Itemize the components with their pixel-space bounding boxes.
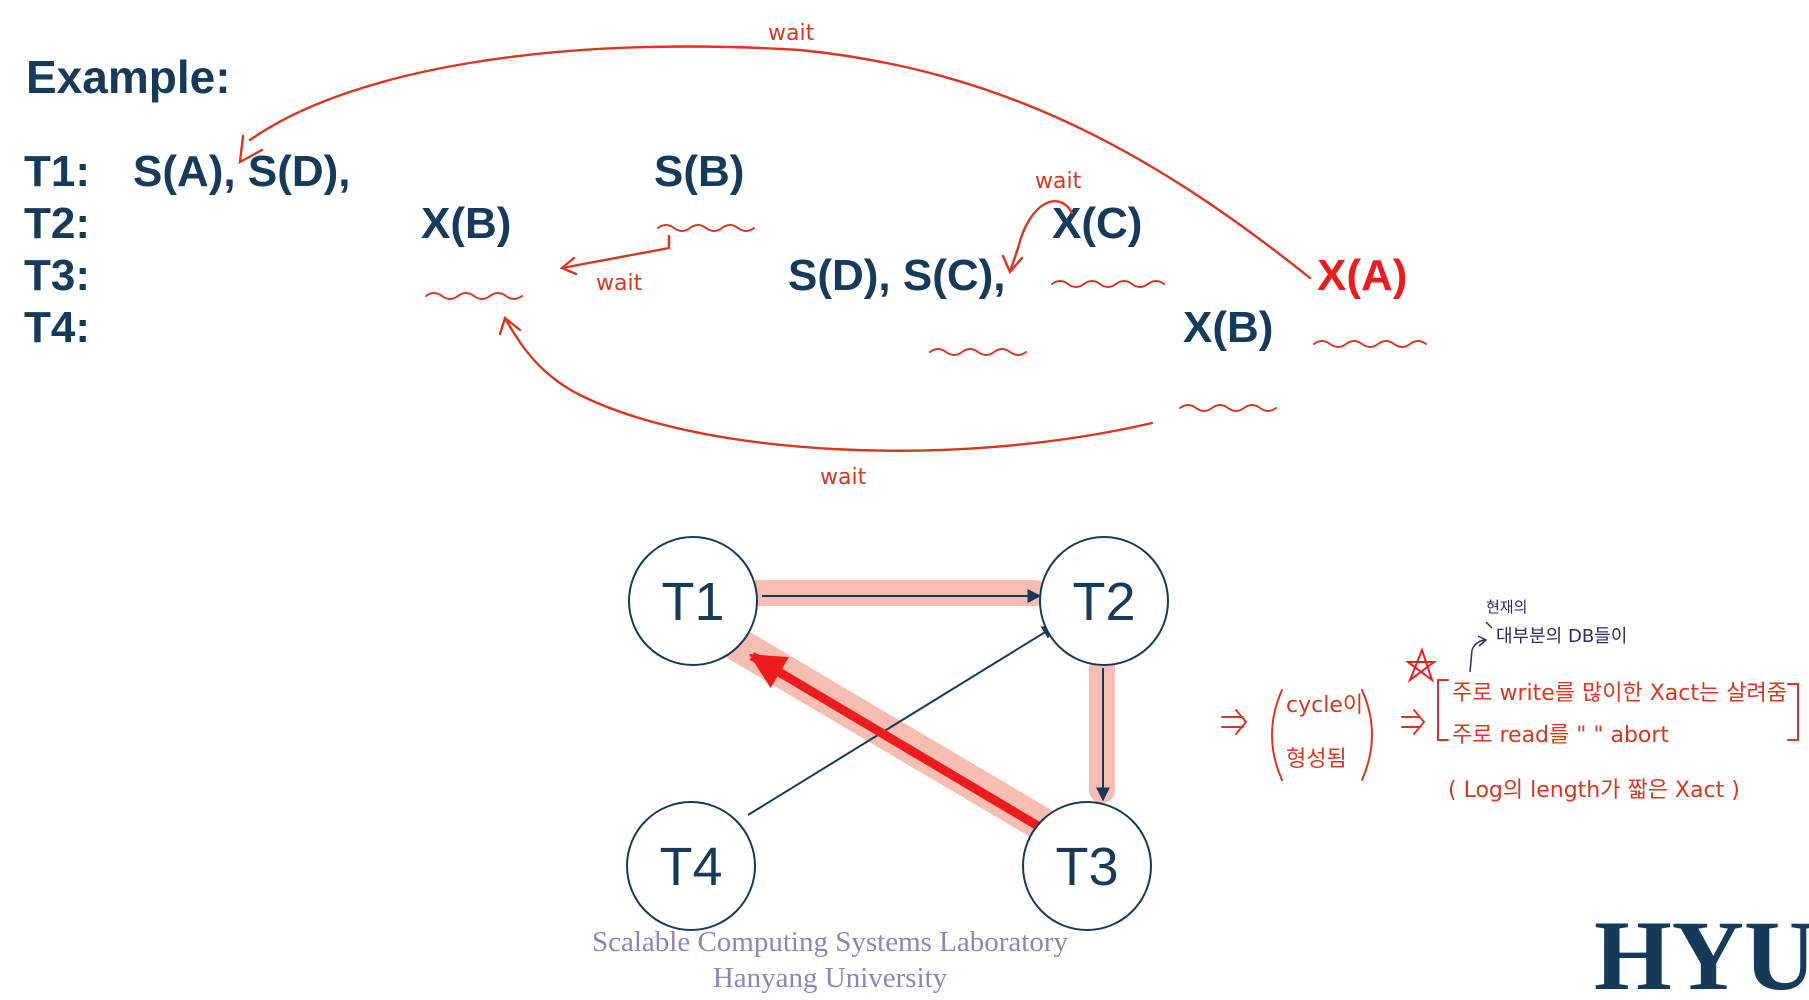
- note-cycle-a: cycle이: [1286, 693, 1363, 718]
- pointer-hook: [1485, 621, 1493, 629]
- wait-arrow-sb-to-xb: [560, 234, 671, 270]
- wait-arrow-sb-to-xb-head: [559, 256, 578, 276]
- t2-lock-xb: X(B): [421, 199, 512, 248]
- wait-label-top: wait: [768, 21, 815, 46]
- wait-label-sb: wait: [596, 271, 643, 296]
- wait-label-bottom: wait: [820, 465, 867, 490]
- node-label-t3: T3: [1055, 837, 1118, 897]
- node-label-t4: T4: [659, 837, 722, 897]
- node-label-t1: T1: [661, 572, 724, 632]
- paren-left: [1271, 689, 1283, 781]
- row-label-t2: T2:: [24, 199, 90, 248]
- page-title: Example:: [26, 51, 231, 103]
- underline-xc: [1051, 280, 1165, 288]
- paren-right: [1361, 689, 1373, 781]
- star-icon: [1405, 647, 1437, 683]
- implies-arrow-1: [1221, 709, 1248, 735]
- row-label-t3: T3:: [24, 251, 90, 300]
- wait-arrow-xc-to-sc: [1008, 200, 1074, 274]
- wait-arrow-t4xb-to-xb: [503, 316, 1154, 452]
- wait-arrow-xa-to-t1: [248, 45, 1312, 280]
- wait-arrow-xc-to-sc-head: [1001, 254, 1024, 275]
- note-pointer: [1469, 621, 1493, 673]
- edge-t4-t2: [747, 625, 1057, 816]
- bracket-left: [1437, 679, 1449, 741]
- underline-sb: [657, 224, 755, 232]
- note-brackets: [1221, 647, 1799, 781]
- wait-label-xc: wait: [1035, 169, 1082, 194]
- note-read: 주로 read를 " " abort: [1452, 723, 1669, 748]
- node-t4: [626, 801, 756, 931]
- wait-arrow-t4xb-to-xb-head: [498, 315, 522, 336]
- hyu-logo: HYU: [1594, 912, 1809, 1000]
- t2-lock-xc: X(C): [1052, 199, 1143, 248]
- footer-lab: Scalable Computing Systems Laboratory: [591, 926, 1068, 958]
- underline-sc: [929, 348, 1027, 356]
- edge-t3-t1: [748, 652, 1041, 830]
- node-t1: [628, 536, 758, 666]
- node-t2: [1039, 536, 1169, 666]
- node-label-t2: T2: [1072, 572, 1135, 632]
- graph-nodes: [626, 536, 1169, 931]
- squiggle-underlines: [425, 224, 1427, 412]
- bracket-right: [1787, 683, 1799, 741]
- pointer-arrow: [1469, 635, 1488, 673]
- note-write: 주로 write를 많이한 Xact는 살려줌: [1452, 681, 1787, 706]
- t1-lock-sb: S(B): [654, 147, 745, 196]
- underline-t4xb: [1179, 404, 1277, 412]
- wait-arrow-xa-to-t1-head: [238, 134, 264, 165]
- graph-edges: [747, 589, 1110, 830]
- t3-lock-xa: X(A): [1317, 251, 1408, 300]
- note-current: 현재의: [1486, 598, 1527, 616]
- wait-arrows: [238, 45, 1312, 452]
- underline-t2xb: [425, 292, 523, 300]
- note-db: 대부분의 DB들이: [1496, 626, 1627, 647]
- t3-lock-sd-sc: S(D), S(C),: [788, 251, 1006, 300]
- t4-lock-xb: X(B): [1183, 303, 1274, 352]
- row-label-t4: T4:: [24, 303, 90, 352]
- note-cycle-b: 형성됨: [1286, 747, 1347, 772]
- footer-university: Hanyang University: [712, 962, 948, 994]
- note-log: ( Log의 length가 짧은 Xact ): [1448, 778, 1740, 803]
- implies-arrow-2: [1401, 709, 1426, 735]
- node-t3: [1022, 801, 1152, 931]
- row-label-t1: T1:: [24, 147, 90, 196]
- underline-xa: [1313, 340, 1427, 348]
